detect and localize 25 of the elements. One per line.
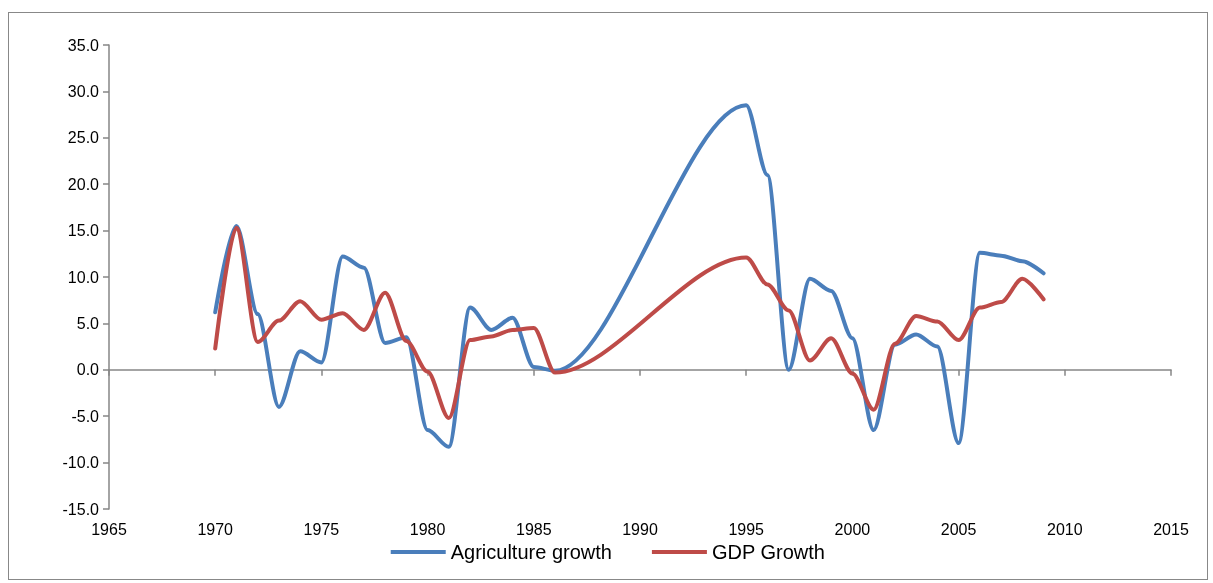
y-tick-label: 0.0 xyxy=(76,361,100,379)
x-tick-label: 2015 xyxy=(1153,520,1189,538)
y-tick-label: 25.0 xyxy=(67,129,100,147)
y-tick-label: 15.0 xyxy=(67,222,100,240)
legend-label: GDP Growth xyxy=(711,541,825,563)
x-tick-label: 1970 xyxy=(197,520,234,538)
x-tick-label: 1965 xyxy=(91,520,127,538)
x-tick-label: 1975 xyxy=(303,520,340,538)
y-tick-label: 30.0 xyxy=(67,82,100,100)
x-tick-label: 2000 xyxy=(834,520,871,538)
x-tick-label: 2010 xyxy=(1047,520,1083,538)
y-tick-label: 20.0 xyxy=(67,175,100,193)
y-tick-label: -10.0 xyxy=(62,454,100,472)
x-tick-label: 1985 xyxy=(516,520,552,538)
y-tick-label: 35.0 xyxy=(67,36,100,54)
legend-label: Agriculture growth xyxy=(450,541,612,563)
y-tick-label: 10.0 xyxy=(67,268,100,286)
y-tick-label: -15.0 xyxy=(62,500,100,518)
x-tick-label: 1990 xyxy=(622,520,658,538)
line-series xyxy=(213,225,1046,421)
x-tick-label: 1980 xyxy=(409,520,446,538)
x-tick-label: 2005 xyxy=(940,520,977,538)
x-tick-label: 1995 xyxy=(728,520,765,538)
y-tick-label: 5.0 xyxy=(76,314,100,332)
y-tick-label: -5.0 xyxy=(71,407,100,425)
